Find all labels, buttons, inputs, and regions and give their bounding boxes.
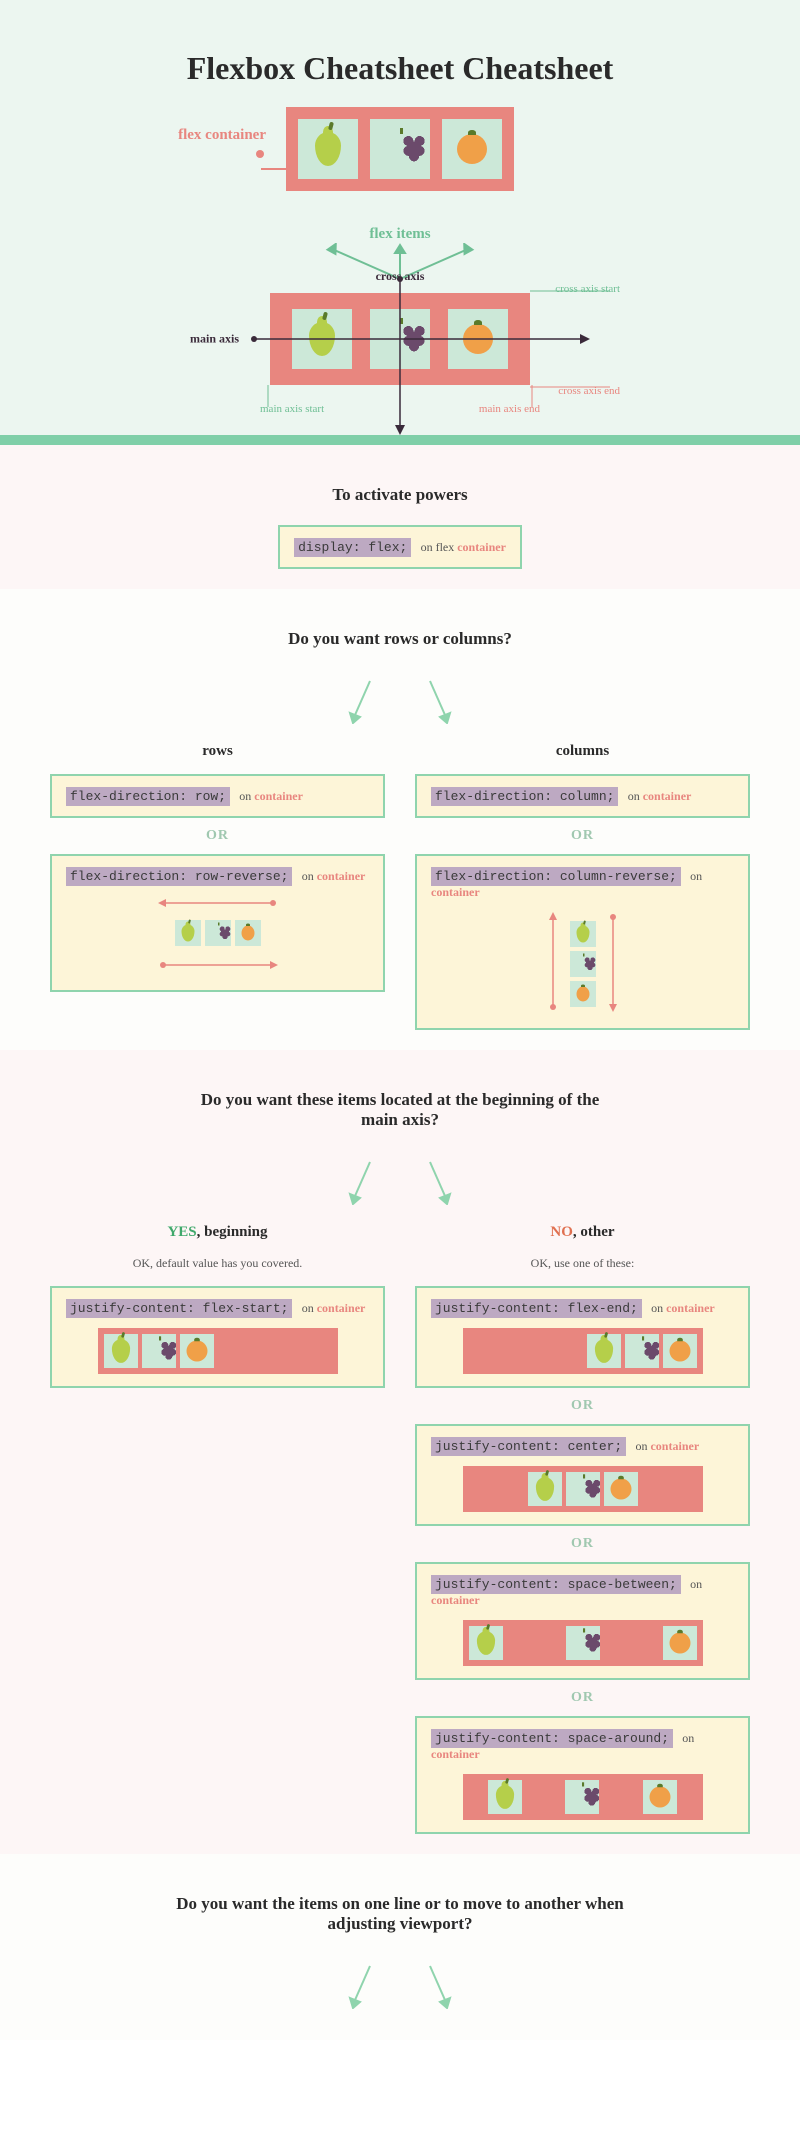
cross-axis-start-label: cross axis start [555, 283, 620, 295]
orange-icon [669, 1340, 690, 1361]
wrap-section: Do you want the items on one line or to … [0, 1854, 800, 2040]
grape-icon [211, 926, 224, 941]
orange-icon [610, 1478, 631, 1499]
flex-items-label: flex items [286, 191, 514, 243]
demo-flex-end [463, 1328, 703, 1374]
code-box: display: flex; on flex container [278, 525, 522, 569]
pear-icon [496, 1785, 514, 1809]
orange-icon [241, 926, 254, 941]
flex-container-label: flex container [166, 127, 266, 165]
pear-icon [315, 132, 341, 166]
code-snippet: justify-content: flex-start; [66, 1299, 292, 1318]
grape-icon [573, 1478, 593, 1499]
yes-column: YES, beginning OK, default value has you… [50, 1216, 385, 1834]
code-snippet: flex-direction: column; [431, 787, 618, 806]
fruit-slot [370, 119, 430, 179]
no-column: NO, other OK, use one of these: justify-… [415, 1216, 750, 1834]
code-snippet: flex-direction: column-reverse; [431, 867, 681, 886]
demo-space-around [463, 1774, 703, 1820]
code-snippet: justify-content: space-between; [431, 1575, 681, 1594]
fork-arrows-icon [50, 1954, 750, 2020]
code-snippet: justify-content: center; [431, 1437, 626, 1456]
orange-icon [649, 1786, 670, 1807]
or-label: OR [415, 1388, 750, 1424]
grape-icon [149, 1340, 169, 1361]
fork-arrows-icon [50, 1150, 750, 1216]
activate-section: To activate powers display: flex; on fle… [0, 445, 800, 589]
pear-icon [594, 1339, 612, 1363]
code-box: flex-direction: column; on container [415, 774, 750, 818]
section-heading: Do you want these items located at the b… [190, 1070, 610, 1150]
code-snippet: flex-direction: row; [66, 787, 230, 806]
or-label: OR [415, 1526, 750, 1562]
code-snippet: justify-content: space-around; [431, 1729, 673, 1748]
main-axis-arrow-icon [250, 333, 590, 345]
main-axis-label: main axis [190, 332, 239, 347]
grape-icon [576, 957, 589, 972]
section-heading: Do you want rows or columns? [50, 609, 750, 669]
direction-section: Do you want rows or columns? rows flex-d… [0, 589, 800, 1050]
orange-icon [669, 1632, 690, 1653]
right-arrow-icon [66, 958, 369, 974]
col-subtext: OK, default value has you covered. [50, 1255, 385, 1286]
code-box: justify-content: flex-start; on containe… [50, 1286, 385, 1388]
justify-section: Do you want these items located at the b… [0, 1050, 800, 1854]
section-heading: To activate powers [50, 465, 750, 525]
code-box: flex-direction: row-reverse; on containe… [50, 854, 385, 992]
up-arrow-icon [548, 912, 558, 1016]
col-heading: columns [415, 735, 750, 774]
code-snippet: flex-direction: row-reverse; [66, 867, 292, 886]
pear-icon [535, 1477, 553, 1501]
orange-icon [186, 1340, 207, 1361]
or-label: OR [50, 818, 385, 854]
demo-flex-start [98, 1328, 338, 1374]
col-heading: NO, other [415, 1216, 750, 1255]
grape-icon [386, 134, 414, 164]
fork-arrows-icon [50, 669, 750, 735]
section-divider [0, 435, 800, 445]
code-box: justify-content: flex-end; on container [415, 1286, 750, 1388]
main-axis-start-label: main axis start [260, 403, 324, 415]
orange-icon [576, 987, 589, 1002]
col-subtext: OK, use one of these: [415, 1255, 750, 1286]
or-label: OR [415, 1680, 750, 1716]
demo-space-between [463, 1620, 703, 1666]
fruit-slot [442, 119, 502, 179]
col-heading: rows [50, 735, 385, 774]
section-heading: Do you want the items on one line or to … [160, 1874, 640, 1954]
pear-icon [111, 1339, 129, 1363]
code-box: justify-content: space-around; on contai… [415, 1716, 750, 1834]
header-section: Flexbox Cheatsheet Cheatsheet flex conta… [0, 0, 800, 435]
code-box: justify-content: space-between; on conta… [415, 1562, 750, 1680]
columns-column: columns flex-direction: column; on conta… [415, 735, 750, 1030]
demo-center [463, 1466, 703, 1512]
grape-icon [573, 1786, 593, 1807]
container-diagram: flex container [50, 107, 750, 243]
pear-icon [476, 1631, 494, 1655]
rows-column: rows flex-direction: row; on container O… [50, 735, 385, 1030]
or-label: OR [415, 818, 750, 854]
left-arrow-icon [66, 896, 369, 912]
pear-icon [576, 926, 589, 943]
code-snippet: justify-content: flex-end; [431, 1299, 642, 1318]
code-box: justify-content: center; on container [415, 1424, 750, 1526]
axis-diagram: cross axis main axis cross axis start cr… [50, 243, 750, 415]
code-box: flex-direction: row; on container [50, 774, 385, 818]
code-snippet: display: flex; [294, 538, 411, 557]
col-heading: YES, beginning [50, 1216, 385, 1255]
code-box: flex-direction: column-reverse; on conta… [415, 854, 750, 1030]
page-title: Flexbox Cheatsheet Cheatsheet [50, 20, 750, 107]
grape-icon [632, 1340, 652, 1361]
down-arrow-icon [608, 912, 618, 1016]
cross-axis-arrow-icon [394, 275, 406, 435]
flex-container-box [286, 107, 514, 191]
fruit-slot [298, 119, 358, 179]
pear-icon [181, 925, 194, 942]
grape-icon [573, 1632, 593, 1653]
orange-icon [457, 134, 487, 164]
